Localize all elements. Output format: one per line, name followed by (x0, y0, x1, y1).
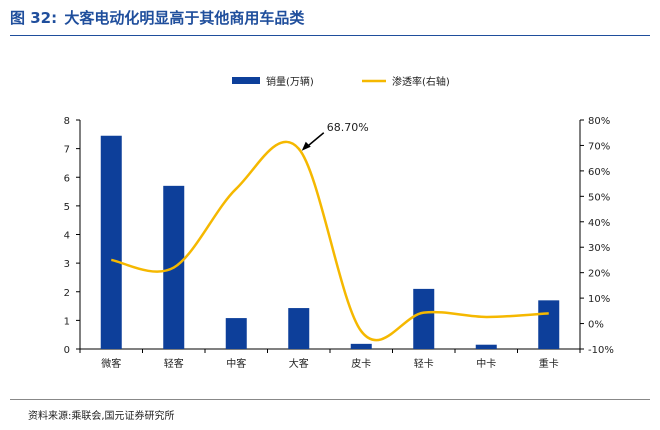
category-labels: 微客 轻客 中客 大客 皮卡 轻卡 中卡 重卡 (101, 357, 559, 370)
category-label-5: 轻卡 (414, 357, 434, 370)
right-tick-label: 50% (588, 192, 610, 203)
category-label-2: 中客 (226, 357, 246, 370)
annotation-arrowhead (301, 141, 311, 151)
left-tick-label: 3 (64, 259, 70, 270)
axes: 0 1 2 3 4 5 6 7 8 -10% 0% 10% 20% 30% 40% 50% 60% 70% 80% (64, 116, 614, 356)
bar-5 (413, 288, 435, 349)
category-label-4: 皮卡 (351, 357, 371, 370)
title-divider (10, 35, 650, 36)
left-tick-label: 1 (64, 316, 70, 327)
left-tick-label: 5 (64, 202, 70, 213)
right-tick-label: 70% (588, 141, 610, 152)
chart: 销量(万辆) 渗透率(右轴) 0 1 2 3 4 5 6 7 8 -10% 0% 10% 20% 30% 40… (64, 75, 614, 370)
legend-swatch-bar (232, 77, 260, 84)
right-tick-label: 80% (588, 116, 610, 127)
right-tick-label: 20% (588, 269, 610, 280)
legend: 销量(万辆) 渗透率(右轴) (232, 75, 450, 88)
footer-divider (10, 399, 650, 400)
annotation: 68.70% (301, 121, 369, 151)
figure-title: 图 32: 大客电动化明显高于其他商用车品类 (10, 6, 304, 30)
right-tick-label: 40% (588, 218, 610, 229)
figure-number: 图 32: (10, 9, 58, 27)
figure-title-text: 大客电动化明显高于其他商用车品类 (64, 9, 305, 27)
left-tick-label: 2 (64, 288, 70, 299)
right-tick-label: 10% (588, 294, 610, 305)
right-tick-label: 60% (588, 167, 610, 178)
bar-0 (100, 135, 122, 349)
category-label-3: 大客 (289, 357, 309, 370)
right-tick-label: 0% (588, 320, 604, 331)
annotation-label: 68.70% (327, 121, 369, 134)
right-tick-label: -10% (588, 345, 614, 356)
left-tick-label: 8 (64, 116, 70, 127)
category-label-0: 微客 (101, 357, 121, 370)
source-note: 资料来源:乘联会,国元证券研究所 (28, 411, 175, 422)
right-tick-label: 30% (588, 243, 610, 254)
category-label-6: 中卡 (476, 357, 496, 370)
left-tick-label: 0 (64, 345, 70, 356)
bar-2 (225, 318, 247, 349)
bar-3 (288, 308, 310, 349)
bar-4 (350, 343, 372, 349)
legend-label-line: 渗透率(右轴) (392, 75, 450, 88)
legend-label-bar: 销量(万辆) (266, 75, 314, 88)
left-tick-label: 7 (64, 145, 70, 156)
bar-6 (475, 344, 497, 349)
left-tick-label: 4 (64, 231, 70, 242)
category-label-1: 轻客 (164, 357, 184, 370)
line-series (110, 140, 549, 342)
left-tick-label: 6 (64, 173, 70, 184)
penetration-line (110, 140, 549, 342)
category-label-7: 重卡 (539, 357, 559, 370)
bar-7 (538, 300, 560, 349)
